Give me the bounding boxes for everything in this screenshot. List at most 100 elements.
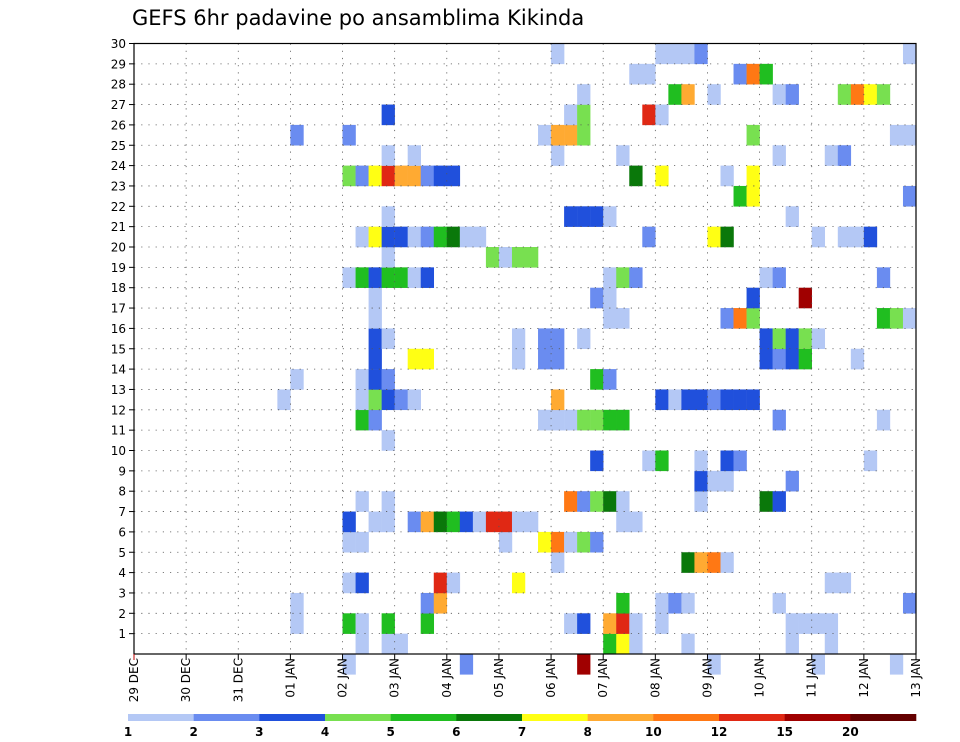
- precip-cell: [511, 511, 526, 533]
- x-tick-label: 07 JAN: [596, 658, 610, 698]
- precip-cell: [902, 124, 917, 146]
- precip-cell: [850, 348, 865, 370]
- precip-cell: [381, 267, 395, 288]
- precip-cell: [837, 145, 852, 166]
- precip-cell: [590, 206, 604, 227]
- precip-cell: [342, 124, 356, 146]
- precip-cell: [720, 552, 734, 573]
- precip-cell: [681, 84, 695, 105]
- precip-cell: [655, 450, 669, 472]
- y-tick-label: 7: [118, 505, 126, 519]
- precip-cell: [720, 308, 734, 329]
- precip-cell: [629, 613, 643, 634]
- precip-cell: [603, 613, 617, 634]
- precip-cell: [381, 511, 395, 533]
- precip-cell: [551, 389, 565, 411]
- precip-cell: [577, 613, 591, 634]
- precip-cell: [759, 491, 773, 512]
- precip-cell: [368, 287, 382, 309]
- precip-cell: [759, 328, 773, 349]
- legend-label: 10: [645, 725, 662, 739]
- precip-cell: [655, 613, 669, 634]
- precip-cell: [707, 552, 721, 573]
- precip-cell: [889, 308, 904, 329]
- precip-cell: [785, 206, 799, 227]
- precip-cell: [355, 633, 369, 655]
- precip-cell: [498, 511, 513, 533]
- precip-cell: [368, 328, 382, 349]
- y-tick-label: 26: [111, 118, 126, 132]
- precip-cell: [277, 389, 291, 411]
- legend-label: 8: [583, 725, 591, 739]
- y-tick-label: 22: [111, 200, 126, 214]
- precip-cell: [876, 409, 891, 431]
- precip-cell: [564, 206, 578, 227]
- legend-swatch: [259, 714, 326, 721]
- precip-cell: [368, 165, 382, 187]
- precip-cell: [863, 226, 878, 248]
- precip-cell: [511, 247, 526, 268]
- precip-cell: [876, 308, 891, 329]
- x-tick-label: 03 JAN: [388, 658, 402, 698]
- precip-cells: [277, 43, 917, 675]
- y-tick-label: 29: [111, 57, 126, 71]
- precip-cell: [446, 511, 461, 533]
- y-tick-label: 23: [111, 179, 126, 193]
- precip-cell: [642, 63, 656, 85]
- precip-cell: [525, 247, 539, 268]
- precip-cell: [381, 247, 395, 268]
- precip-cell: [681, 633, 695, 655]
- precip-cell: [681, 592, 695, 614]
- precip-cell: [407, 226, 421, 248]
- precip-cell: [420, 165, 435, 187]
- y-tick-label: 18: [111, 281, 126, 295]
- precip-cell: [733, 389, 747, 411]
- precip-cell: [720, 165, 734, 187]
- precip-cell: [355, 531, 369, 553]
- legend-label: 15: [776, 725, 793, 739]
- precip-cell: [772, 409, 786, 431]
- precip-cell: [551, 348, 565, 370]
- y-axis: 1234567891011121314151617181920212223242…: [111, 37, 134, 641]
- precip-cell: [433, 165, 448, 187]
- precip-cell: [629, 63, 643, 85]
- precip-cell: [577, 531, 591, 553]
- precip-cell: [746, 185, 760, 207]
- precip-cell: [407, 348, 421, 370]
- precip-cell: [616, 308, 630, 329]
- precip-cell: [355, 389, 369, 411]
- precip-cell: [564, 491, 578, 512]
- y-tick-label: 28: [111, 78, 126, 92]
- precip-cell: [785, 613, 799, 634]
- precip-cell: [381, 206, 395, 227]
- precip-cell: [355, 572, 369, 594]
- precip-cell: [902, 308, 917, 329]
- precip-cell: [655, 592, 669, 614]
- precip-cell: [668, 84, 682, 105]
- precip-cell: [694, 470, 708, 492]
- precip-cell: [368, 369, 382, 390]
- precip-cell: [889, 124, 904, 146]
- precip-cell: [824, 145, 839, 166]
- precip-cell: [616, 633, 630, 655]
- precip-cell: [707, 654, 721, 675]
- legend-swatch: [193, 714, 260, 721]
- precip-cell: [564, 409, 578, 431]
- precip-cell: [694, 389, 708, 411]
- precip-cell: [420, 592, 435, 614]
- precip-cell: [368, 308, 382, 329]
- precip-cell: [381, 369, 395, 390]
- legend-swatch: [522, 714, 588, 721]
- precip-cell: [394, 226, 408, 248]
- legend-label: 1: [124, 725, 132, 739]
- precip-cell: [863, 84, 878, 105]
- y-tick-label: 12: [111, 403, 126, 417]
- y-tick-label: 3: [118, 586, 126, 600]
- precip-cell: [707, 470, 721, 492]
- precip-cell: [733, 308, 747, 329]
- precip-cell: [381, 633, 395, 655]
- legend-swatch: [784, 714, 851, 721]
- precip-cell: [551, 124, 565, 146]
- precip-cell: [368, 226, 382, 248]
